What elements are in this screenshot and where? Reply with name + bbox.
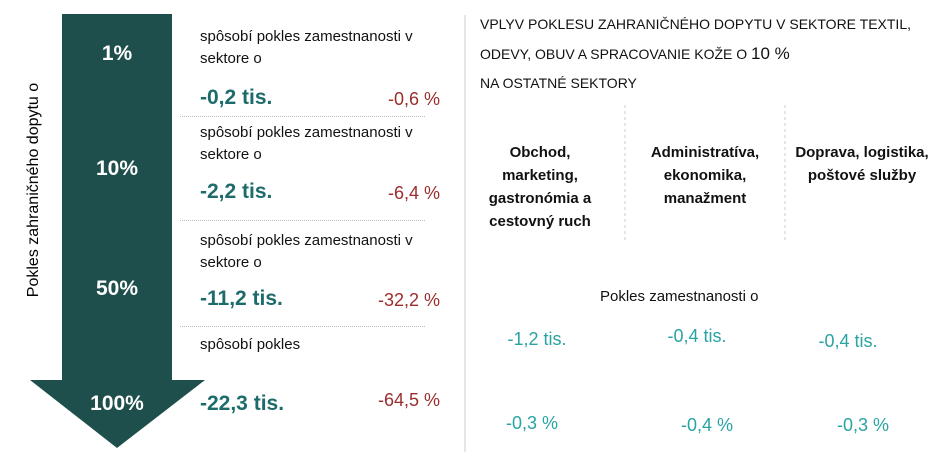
sector-name: Administratíva, ekonomika, manažment bbox=[650, 144, 760, 207]
description: spôsobí pokles zamestnanosti v sektore o bbox=[200, 28, 413, 67]
employment: -2,2 tis. bbox=[200, 180, 273, 203]
level: 10% bbox=[95, 157, 139, 180]
separator bbox=[180, 116, 425, 117]
percent: -6,4 % bbox=[387, 183, 440, 203]
panel-title: VPLYV POKLESU ZAHRANIČNÉHO DOPYTU V SEKT… bbox=[480, 10, 935, 98]
sector-percent: -0,3 % bbox=[505, 413, 559, 433]
sector-name: Doprava, logistika, poštové služby bbox=[795, 144, 929, 184]
title-highlight: 10 % bbox=[751, 44, 790, 63]
title-text: VPLYV POKLESU ZAHRANIČNÉHO DOPYTU V SEKT… bbox=[480, 16, 911, 62]
subtitle: Pokles zamestnanosti o bbox=[600, 288, 759, 305]
separator bbox=[180, 326, 425, 327]
employment: -0,2 tis. bbox=[200, 86, 273, 109]
separator bbox=[180, 220, 425, 221]
description: spôsobí pokles bbox=[200, 336, 301, 353]
description: spôsobí pokles zamestnanosti v sektore o bbox=[200, 232, 413, 271]
sector-employment: -0,4 tis. bbox=[667, 326, 727, 346]
sector-name: Obchod, marketing, gastronómia a cestovn… bbox=[488, 144, 592, 230]
level: 50% bbox=[95, 277, 139, 300]
percent: -0,6 % bbox=[387, 89, 440, 109]
description: spôsobí pokles zamestnanosti v sektore o bbox=[200, 124, 413, 163]
arrow bbox=[30, 14, 205, 448]
percent: -64,5 % bbox=[377, 390, 440, 410]
level: 100% bbox=[90, 392, 144, 415]
sector-percent: -0,4 % bbox=[680, 415, 734, 435]
sector-percent: -0,3 % bbox=[836, 415, 890, 435]
employment: -22,3 tis. bbox=[200, 392, 285, 415]
title-text: NA OSTATNÉ SEKTORY bbox=[480, 75, 637, 91]
percent: -32,2 % bbox=[377, 290, 440, 310]
sector-employment: -1,2 tis. bbox=[507, 329, 567, 349]
sector-employment: -0,4 tis. bbox=[818, 331, 878, 351]
level: 1% bbox=[101, 42, 133, 65]
side-label: Pokles zahraničného dopytu o bbox=[25, 82, 42, 298]
employment: -11,2 tis. bbox=[200, 287, 283, 310]
